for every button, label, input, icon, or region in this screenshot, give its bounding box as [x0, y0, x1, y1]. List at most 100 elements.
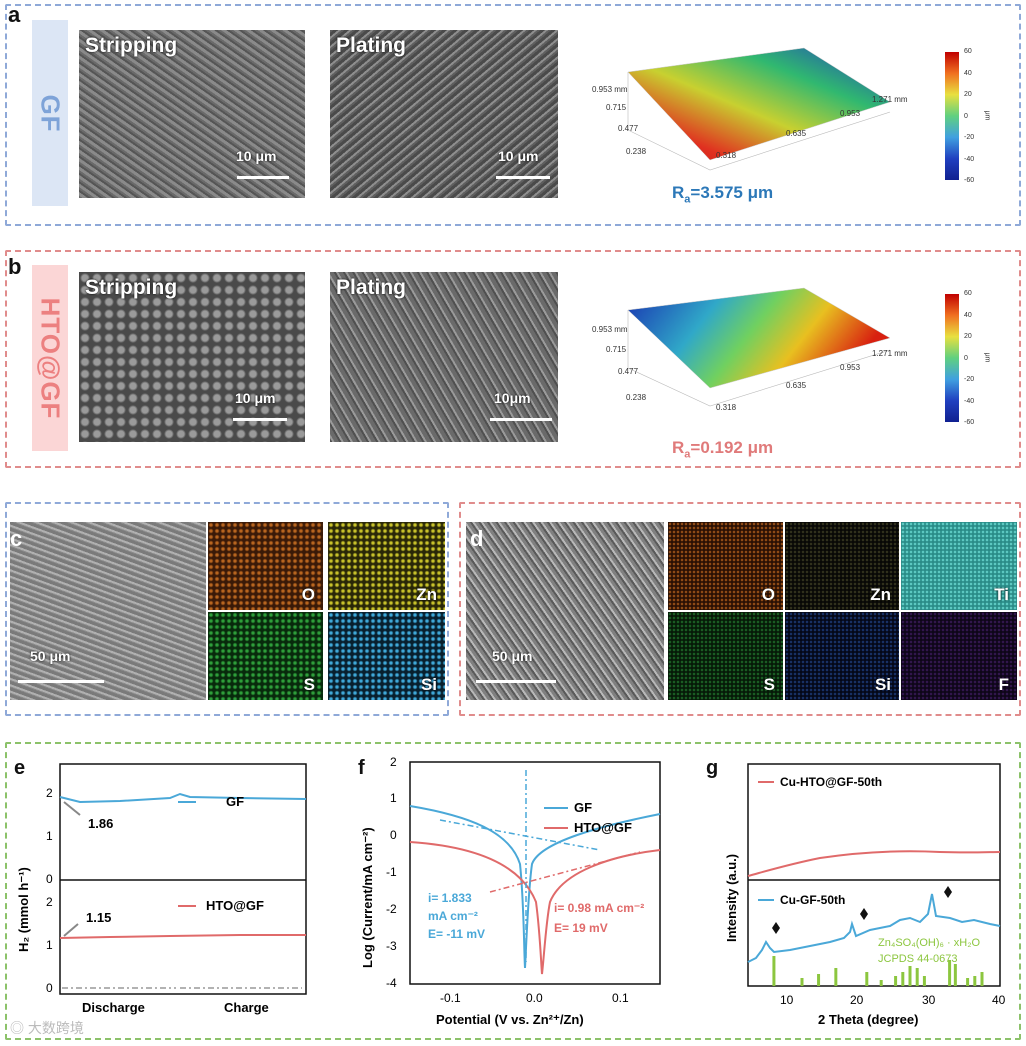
colorbar-tick: 0 — [964, 354, 968, 362]
chart-e-hydrogen-evolution: e 2 1 0 2 1 0 H₂ (mmol h⁻¹) GF 1.86 HTO@… — [14, 757, 307, 1015]
panel-b-side-label: HTO@GF — [32, 265, 68, 451]
ra-value: =0.192 μm — [690, 438, 774, 457]
x-tick: 40 — [992, 993, 1006, 1007]
colorbar-tick: 40 — [964, 311, 972, 319]
colorbar-tick: 20 — [964, 333, 972, 340]
panel-b-letter: b — [8, 254, 22, 279]
reference-peak-bar — [973, 976, 977, 986]
eds-map-o: O — [668, 522, 783, 610]
eds-map-label: S — [303, 675, 315, 694]
sem-label-plating: Plating — [336, 34, 407, 57]
panel-c-frame — [5, 502, 449, 716]
reference-peak-bar — [908, 966, 912, 986]
sem-label-plating: Plating — [336, 276, 407, 299]
panel-g-letter: g — [706, 757, 718, 779]
peak-marker — [944, 886, 952, 898]
colorbar-tick: 60 — [964, 290, 972, 297]
legend-label-gf: GF — [226, 794, 244, 809]
scale-label: 50 μm — [492, 648, 533, 664]
reference-peak-bar — [879, 980, 883, 986]
colorbar-unit: μm — [983, 352, 991, 363]
colorbar-hto — [945, 294, 959, 422]
panel-a-letter: a — [8, 2, 21, 27]
legend-label-hto: HTO@GF — [574, 820, 632, 835]
scale-bar — [233, 418, 287, 421]
y-tick: 0 — [390, 828, 397, 842]
annotation-gf-potential: E= -11 mV — [428, 927, 485, 941]
y-tick: -3 — [386, 939, 397, 953]
x-axis-label: Potential (V vs. Zn²⁺/Zn) — [436, 1012, 584, 1027]
colorbar-tick: -60 — [964, 177, 975, 184]
series-cu-hto-line — [747, 850, 1001, 877]
series-gf-line — [59, 792, 307, 804]
scale-label: 10 μm — [235, 390, 276, 406]
panel-a-side-label: GF — [32, 20, 68, 206]
y-tick: 2 — [46, 895, 53, 909]
watermark: ◎ 大数跨境 — [10, 1020, 84, 1036]
colorbar-tick: -60 — [964, 419, 975, 426]
tafel-fit-gf — [439, 819, 601, 851]
reference-peaks — [772, 956, 984, 986]
x-label-discharge: Discharge — [82, 1000, 145, 1015]
x-tick: 1.271 mm — [872, 349, 908, 358]
colorbar-ticks-hto: 60 40 20 0 -20 -40 -60 — [964, 290, 974, 426]
colorbar-unit: μm — [983, 110, 991, 121]
y-axis-label: Intensity (a.u.) — [724, 854, 739, 942]
eds-map-label: S — [763, 675, 775, 694]
ra-prefix: R — [672, 183, 685, 202]
peak-marker — [772, 922, 780, 934]
y-axis-label: H₂ (mmol h⁻¹) — [16, 867, 31, 952]
roughness-value-hto: Ra=0.192 μm — [672, 438, 773, 460]
panel-e-letter: e — [14, 757, 25, 779]
reference-peak-bar — [817, 974, 821, 986]
colorbar-gf — [945, 52, 959, 180]
eds-map-si: Si — [328, 612, 445, 700]
eds-map-label: Zn — [870, 585, 891, 604]
reference-peak-bar — [966, 978, 970, 986]
reference-peak-bar — [948, 960, 952, 986]
series-hto-line — [59, 934, 306, 939]
sem-image-hto-stripping: Stripping 10 μm — [79, 272, 305, 442]
scale-label: 10μm — [494, 390, 531, 406]
panel-a-frame — [5, 4, 1021, 226]
y-tick: -2 — [386, 902, 397, 916]
ra-prefix: R — [672, 438, 685, 457]
ra-sub: a — [684, 448, 691, 461]
colorbar-tick: -20 — [964, 376, 975, 383]
chart-f-tafel: f 2 1 0 -1 -2 -3 -4 -0.1 0.0 0.1 Log (Cu… — [358, 755, 661, 1027]
x-tick: 0.635 — [786, 381, 807, 390]
x-tick: 30 — [922, 993, 936, 1007]
scale-label: 50 μm — [30, 648, 71, 664]
x-tick: 0.953 — [840, 109, 861, 118]
eds-map-label: Zn — [416, 585, 437, 604]
ra-sub: a — [684, 193, 691, 206]
sem-label-stripping: Stripping — [85, 276, 178, 299]
colorbar-tick: 60 — [964, 48, 972, 55]
eds-map-label: Si — [874, 675, 891, 694]
annotation-arrow — [63, 923, 79, 937]
y-tick: 0.477 — [618, 124, 639, 133]
legend-label-hto: Cu-HTO@GF-50th — [780, 775, 882, 789]
x-tick: 0.1 — [612, 991, 629, 1005]
panel-d-frame — [459, 502, 1021, 716]
sem-image-c: c 50 μm — [10, 522, 206, 700]
annotation-gf-unit: mA cm⁻² — [428, 909, 478, 923]
panel-c-letter: c — [10, 526, 23, 551]
scale-bar — [237, 176, 289, 179]
reference-peak-bar — [800, 978, 804, 986]
y-tick: 0 — [46, 872, 53, 886]
x-tick: 0.318 — [716, 151, 737, 160]
eds-map-label: Si — [420, 675, 437, 694]
y-tick: 2 — [390, 755, 397, 769]
eds-map-ti: Ti — [901, 522, 1017, 610]
sem-image-gf-plating: Plating 10 μm — [330, 30, 558, 198]
annotation-gf: 1.86 — [88, 816, 113, 831]
annotation-hto-current: i= 0.98 mA cm⁻² — [554, 901, 644, 915]
y-tick: 0.953 mm — [592, 325, 628, 334]
sem-image-d: d 50 μm — [466, 522, 664, 700]
eds-map-zn: Zn — [785, 522, 899, 610]
eds-map-label: O — [301, 585, 315, 604]
y-tick: 0.477 — [618, 367, 639, 376]
colorbar-tick: -40 — [964, 397, 975, 405]
x-label-charge: Charge — [224, 1000, 269, 1015]
